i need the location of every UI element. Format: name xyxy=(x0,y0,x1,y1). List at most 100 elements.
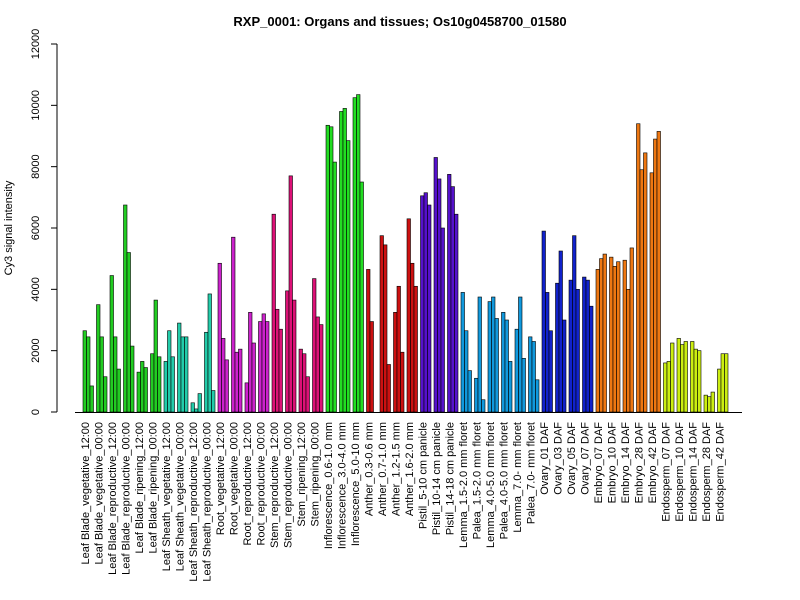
bar xyxy=(582,276,587,413)
bar xyxy=(339,111,344,413)
bar xyxy=(420,195,425,413)
bar xyxy=(288,175,293,413)
bar xyxy=(572,235,577,413)
bar xyxy=(217,262,222,413)
bar xyxy=(636,123,641,413)
x-tick-label: Embryo_42 DAF xyxy=(647,422,659,504)
bar xyxy=(379,235,384,413)
x-tick-label: Inflorescence_0.6-1.0 mm xyxy=(323,422,335,549)
bar xyxy=(190,402,195,413)
bar xyxy=(589,305,594,413)
bar xyxy=(663,362,668,413)
bar xyxy=(423,192,428,413)
bar xyxy=(319,324,324,413)
x-tick-label: Anther_0.3-0.6 mm xyxy=(364,422,376,516)
x-tick-label: Endosperm_14 DAF xyxy=(688,422,700,522)
y-tick-label: 10000 xyxy=(30,90,42,121)
bar xyxy=(393,312,398,413)
bar xyxy=(626,289,631,413)
bar xyxy=(676,338,681,413)
bar xyxy=(356,94,361,413)
bar xyxy=(136,371,141,413)
bar xyxy=(724,353,729,413)
bar xyxy=(697,350,702,413)
x-tick-label: Lemma_7.0- mm floret xyxy=(512,422,524,533)
bar xyxy=(575,289,580,413)
y-tick-label: 0 xyxy=(30,409,42,415)
bar xyxy=(386,364,391,413)
bar xyxy=(150,353,155,413)
bar xyxy=(383,244,388,413)
bar xyxy=(585,279,590,413)
x-tick-label: Pistil_10-14 cm panicle xyxy=(431,422,443,535)
bar xyxy=(670,342,675,413)
bar xyxy=(474,377,479,413)
bar xyxy=(329,126,334,413)
bar xyxy=(248,312,253,413)
x-tick-label: Leaf Blade_reproductive_00:00 xyxy=(121,422,133,575)
bar xyxy=(197,393,202,413)
bar xyxy=(406,218,411,413)
bar xyxy=(541,230,546,413)
bar xyxy=(231,236,236,413)
x-tick-label: Palea_7.0- mm floret xyxy=(526,422,538,524)
bar xyxy=(103,376,108,413)
bar xyxy=(693,348,698,413)
bar xyxy=(460,292,465,413)
x-tick-label: Ovary_03 DAF xyxy=(553,422,565,495)
bar xyxy=(109,275,114,413)
bar xyxy=(278,328,283,413)
x-tick-label: Leaf Blade_ripening_00:00 xyxy=(148,422,160,554)
bar xyxy=(494,318,499,413)
x-tick-label: Endosperm_10 DAF xyxy=(674,422,686,522)
y-tick-label: 6000 xyxy=(30,216,42,240)
bar xyxy=(433,157,438,413)
bar xyxy=(366,269,371,413)
bar xyxy=(157,356,162,413)
bar xyxy=(258,321,263,413)
bar xyxy=(99,336,104,413)
x-tick-label: Inflorescence_3.0-4.0 mm xyxy=(337,422,349,549)
bar xyxy=(271,213,276,413)
bar xyxy=(163,361,168,413)
bar xyxy=(477,296,482,413)
x-tick-label: Palea_1.5-2.0 mm floret xyxy=(472,422,484,539)
bar xyxy=(265,321,270,413)
bars xyxy=(82,94,729,413)
x-tick-label: Leaf Sheath_vegetative_00:00 xyxy=(175,422,187,571)
bar xyxy=(437,178,442,413)
bar xyxy=(275,308,280,413)
bar xyxy=(481,399,486,413)
bar xyxy=(612,266,617,413)
bar xyxy=(450,186,455,413)
bar xyxy=(649,172,654,413)
bar xyxy=(609,256,614,413)
bar xyxy=(305,376,310,413)
bar xyxy=(680,344,685,413)
bar xyxy=(153,299,158,413)
x-tick-label: Root_reproductive_00:00 xyxy=(256,422,268,546)
bar xyxy=(113,336,118,413)
bar xyxy=(595,269,600,413)
x-tick-label: Leaf Sheath_reproductive_12:00 xyxy=(188,422,200,582)
bar xyxy=(639,169,644,413)
bar xyxy=(244,382,249,413)
bar xyxy=(501,312,506,413)
x-tick-label: Embryo_10 DAF xyxy=(607,422,619,504)
x-tick-label: Lemma_1.5-2.0 mm floret xyxy=(458,422,470,548)
x-tick-label: Stem_reproductive_12:00 xyxy=(269,422,281,548)
x-tick-label: Pistil_14-18 cm panicle xyxy=(445,422,457,535)
bar xyxy=(518,296,523,413)
bar xyxy=(427,204,432,413)
x-tick-label: Leaf Sheath_reproductive_00:00 xyxy=(202,422,214,582)
bar xyxy=(194,408,199,413)
bar xyxy=(508,361,513,413)
bar xyxy=(568,279,573,413)
bar xyxy=(710,391,715,413)
x-tick-label: Ovary_05 DAF xyxy=(566,422,578,495)
bar xyxy=(312,278,317,413)
x-tick-label: Lemma_4.0-5.0 mm floret xyxy=(485,422,497,548)
bar xyxy=(504,319,509,413)
bar xyxy=(683,341,688,413)
